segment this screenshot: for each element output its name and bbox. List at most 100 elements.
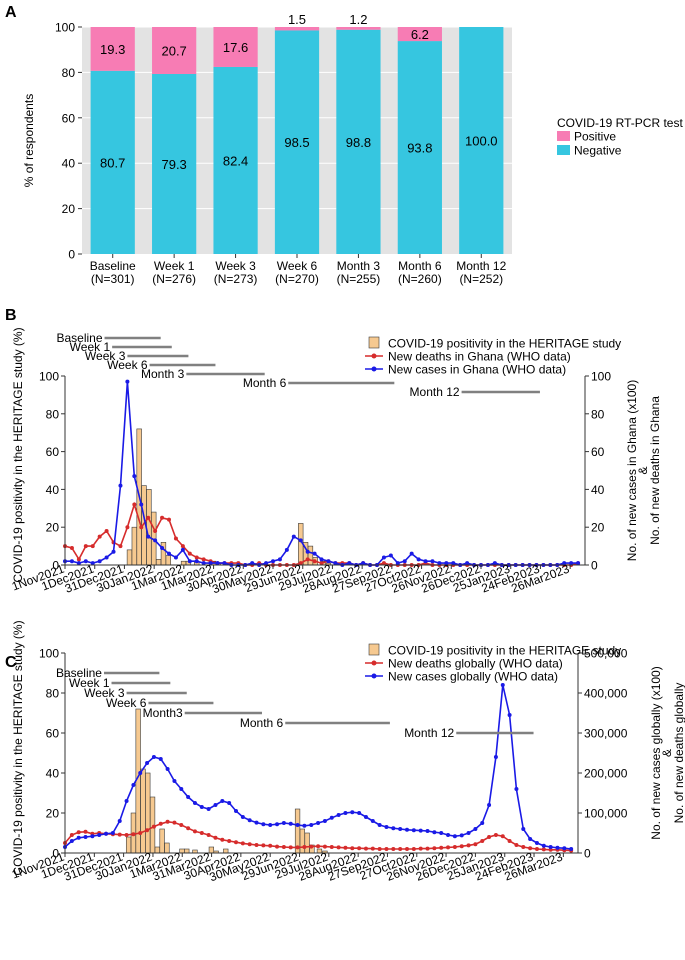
heritage-bar [145,772,151,854]
data-label-negative: 82.4 [223,153,248,168]
deaths-point [187,551,192,556]
cases-point [132,474,137,479]
y-tick-label-c: 80 [46,687,60,701]
heritage-bar [180,560,187,566]
cases-point [465,561,470,566]
cases-point [437,561,442,566]
deaths-point [507,839,512,843]
heritage-bar [160,542,167,566]
cases-point [480,821,485,825]
deaths-point [377,847,382,851]
cases-point [117,819,122,823]
cases-point [206,807,211,811]
cases-point [138,771,143,775]
deaths-point [97,534,102,539]
cases-point [411,828,416,833]
deaths-point [500,834,505,839]
deaths-point [145,828,150,833]
heritage-bar [179,848,185,854]
cases-point [370,819,375,823]
cases-point [124,799,129,803]
period-label: Week 1 [69,676,110,690]
legend-label-b: New cases in Ghana (WHO data) [388,363,566,377]
deaths-point [268,843,273,848]
deaths-point [381,561,386,566]
y2-tick-label-b: 40 [591,483,605,497]
cases-point [139,502,144,507]
deaths-point [370,846,375,851]
cases-point [220,799,225,803]
x-tick-label-a: (N=255) [337,272,381,286]
deaths-point [69,545,74,550]
y-tick-label-b: 40 [46,483,60,497]
bar-negative [90,70,135,254]
heritage-bar [299,828,305,854]
cases-point [222,561,227,566]
cases-point [425,829,430,833]
heritage-bar [154,846,160,854]
deaths-point [298,561,303,566]
cases-point [541,843,546,848]
cases-point [418,828,423,833]
cases-point [173,555,178,560]
panel-label-a: A [5,4,17,21]
cases-point [319,557,324,562]
cases-point [500,683,505,687]
cases-point [388,553,393,558]
y-tick-label-b: 100 [39,370,59,384]
deaths-point [240,841,245,846]
x-tick-label-a: Week 6 [277,259,318,273]
deaths-point [452,845,457,849]
deaths-point [480,839,485,843]
deaths-point [446,845,451,850]
deaths-point [192,829,197,834]
cases-point [347,561,352,566]
cases-point [487,803,492,807]
data-label-negative: 93.8 [407,141,432,156]
y2-axis-label-b: No. of new deaths in Ghana [648,396,662,545]
heritage-bar [165,555,171,566]
deaths-point [153,528,158,533]
cases-point [329,815,334,820]
deaths-point [227,839,232,843]
deaths-point [439,845,444,850]
legend-swatch-b [368,336,380,349]
cases-point [146,534,151,539]
period-label: Week 1 [70,340,111,354]
cases-point [576,561,581,566]
cases-point [316,821,321,825]
deaths-point [418,846,423,851]
deaths-point [288,845,293,850]
cases-point [350,810,355,815]
y2-tick-label-b: 80 [591,407,605,421]
cases-point [333,561,338,566]
cases-point [180,547,185,552]
y2-axis-amp-b: & [636,466,650,474]
cases-point [281,821,286,825]
y-tick-label-b: 80 [46,407,60,421]
cases-point [194,559,199,564]
period-label: Month 6 [240,716,284,730]
data-label-negative: 100.0 [465,134,498,149]
deaths-point [425,846,430,851]
heritage-bar [146,489,152,566]
deaths-point [329,845,334,849]
y-tick-label-a: 40 [62,157,76,171]
bar-positive [152,27,197,74]
cases-point [261,822,266,827]
cases-point [391,826,396,831]
y-tick-label-a: 0 [68,248,75,262]
cases-point [452,834,457,839]
y-tick-label-c: 60 [46,727,60,741]
cases-point [432,830,437,835]
legend-label-a: Positive [574,130,616,144]
deaths-point [473,842,478,847]
deaths-point [131,832,136,837]
x-tick-label-a: Week 3 [215,259,256,273]
data-label-positive: 6.2 [411,27,429,42]
cases-point [104,831,109,836]
cases-point [295,823,300,827]
cases-point [275,822,280,827]
deaths-point [275,844,280,849]
cases-point [305,549,310,554]
